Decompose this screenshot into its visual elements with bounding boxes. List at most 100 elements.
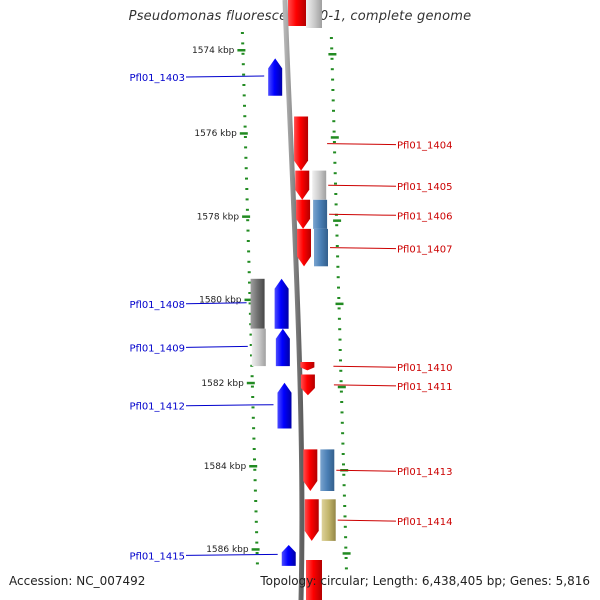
leader-line: [329, 213, 397, 216]
gene-label-text: Pfl01_1404: [397, 141, 453, 152]
tick-mark: [249, 333, 253, 336]
tick-mark: [338, 338, 342, 341]
backbone-line: [282, 0, 305, 600]
tick-mark: [253, 479, 257, 482]
tick-mark: [251, 396, 255, 398]
gene-arrow: [300, 362, 315, 371]
tick-mark: [344, 546, 348, 549]
cog-bar: [320, 449, 335, 491]
tick-mark: [243, 125, 247, 128]
tick-mark: [247, 250, 251, 253]
gene-arrow: [295, 170, 310, 200]
tick-mark: [339, 359, 342, 362]
gene-label-text: Pfl01_1403: [129, 73, 185, 84]
tick-mark: [337, 297, 341, 299]
tick-mark: [247, 271, 251, 274]
gene-arrow: [303, 449, 318, 491]
tick-mark: [247, 260, 251, 263]
scale-label-text: 1582 kbp: [201, 379, 244, 389]
gene-pfl01-1411: [300, 374, 315, 396]
gene-arrow: [294, 116, 309, 171]
tick-mark: [252, 427, 256, 430]
tick-mark: [250, 354, 253, 357]
tick-mark: [255, 552, 259, 554]
tick-mark: [343, 505, 347, 507]
tick-mark: [243, 136, 247, 138]
leader-line: [185, 75, 265, 78]
gene-label: Pfl01_1414: [337, 517, 453, 528]
tick-mark: [341, 432, 345, 435]
tick-mark: [250, 375, 254, 378]
gene-label: Pfl01_1409: [129, 343, 248, 354]
gene-pfl01-1412: [277, 382, 292, 429]
tick-mark: [245, 177, 248, 180]
scale-tick: [239, 132, 248, 135]
tick-mark: [245, 208, 249, 211]
gene-label: Pfl01_1410: [333, 363, 453, 374]
tick-mark: [241, 52, 245, 55]
tick-mark: [336, 255, 340, 258]
scale-tick: [328, 53, 337, 56]
gene-label-text: Pfl01_1412: [129, 402, 185, 413]
tick-mark: [337, 307, 341, 310]
gene-arrow: [304, 499, 319, 541]
gene-label: Pfl01_1413: [336, 467, 453, 478]
tick-mark: [342, 473, 346, 476]
gene-pfl01-1403: [268, 58, 283, 96]
cog-bar: [314, 228, 328, 267]
leader-line: [185, 404, 274, 407]
gene-label: Pfl01_1412: [129, 402, 274, 413]
tick-mark: [251, 416, 255, 419]
cog-bar: [250, 278, 265, 329]
leader-line: [329, 247, 397, 250]
tick-mark: [244, 156, 248, 159]
gene-label-text: Pfl01_1410: [397, 363, 453, 374]
tick-mark: [246, 219, 250, 222]
gene-pfl01-1413: [303, 449, 335, 491]
tick-mark: [341, 453, 345, 455]
tick-mark: [332, 109, 335, 112]
tick-marks: [240, 32, 348, 570]
tick-mark: [337, 317, 341, 320]
tick-mark: [335, 245, 339, 247]
leader-line: [333, 384, 397, 387]
gene-label-text: Pfl01_1415: [129, 551, 185, 562]
tick-mark: [342, 463, 345, 466]
tick-mark: [242, 84, 246, 86]
tick-mark: [337, 286, 340, 289]
gene-pfl01-1410: [300, 362, 315, 371]
tick-mark: [338, 349, 342, 351]
tick-mark: [339, 390, 343, 393]
tick-mark: [333, 151, 337, 154]
tick-mark: [251, 406, 255, 409]
tick-mark: [339, 380, 343, 383]
scale-tick: [330, 136, 339, 139]
accession-text: Accession: NC_007492: [9, 574, 146, 588]
gene-labels: Pfl01_1403 Pfl01_1404 Pfl01_1405 Pfl01_1406…: [129, 73, 452, 562]
gene-pfl01-1409: [251, 328, 290, 367]
tick-mark: [249, 344, 253, 346]
scale-label: 1582 kbp: [201, 379, 346, 389]
cog-bar: [321, 499, 336, 541]
tick-mark: [252, 437, 256, 440]
gene-label-text: Pfl01_1407: [397, 245, 453, 256]
tick-mark: [340, 401, 344, 403]
tick-mark: [244, 146, 248, 149]
scale-tick: [251, 548, 260, 551]
tick-mark: [253, 468, 257, 471]
tick-mark: [241, 63, 245, 66]
tick-mark: [254, 500, 258, 502]
leader-line: [337, 519, 397, 522]
tick-mark: [339, 369, 343, 372]
gene-pfl01-1414: [304, 499, 336, 541]
tick-mark: [248, 312, 252, 315]
scale-tick: [244, 298, 253, 302]
tick-mark: [342, 494, 346, 497]
leader-line: [328, 184, 397, 187]
scale-label-text: 1580 kbp: [199, 296, 242, 306]
tick-mark: [336, 265, 340, 268]
tick-mark: [245, 188, 249, 190]
tick-mark: [253, 489, 257, 492]
tick-mark: [329, 37, 333, 39]
